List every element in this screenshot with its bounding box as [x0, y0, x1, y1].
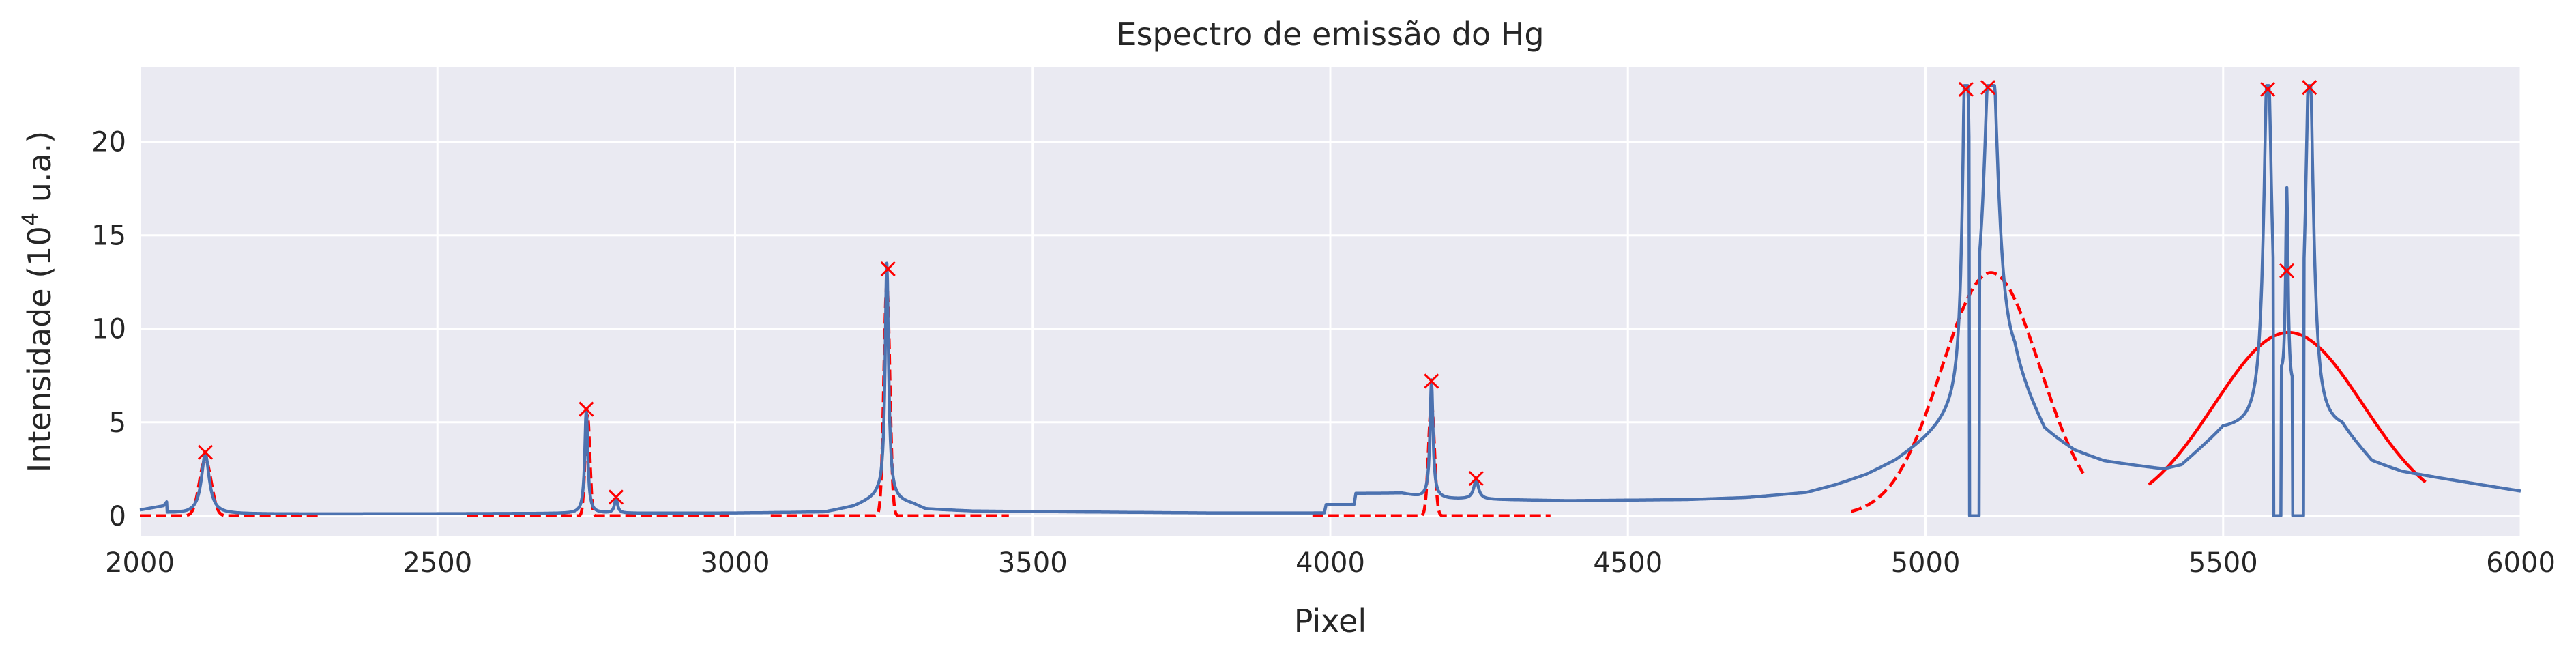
x-tick-label: 4500: [1593, 547, 1663, 579]
x-tick-label: 2500: [402, 547, 472, 579]
y-tick-label: 15: [91, 220, 126, 252]
y-axis-label-exponent: 4: [17, 212, 43, 226]
peak-marker: [608, 489, 624, 505]
gaussian-fit-curve: [467, 414, 729, 518]
peak-marker: [197, 444, 214, 460]
y-tick-label: 5: [109, 407, 126, 439]
y-axis-label-suffix: u.a.): [21, 131, 58, 212]
x-tick-label: 6000: [2486, 547, 2556, 579]
peak-marker: [1958, 81, 1974, 97]
y-tick-label: 0: [109, 501, 126, 532]
peak-marker: [2260, 81, 2276, 97]
peak-marker: [579, 401, 594, 417]
peak-markers: [197, 80, 2317, 505]
peak-marker: [880, 261, 896, 277]
x-tick-label: 5500: [2189, 547, 2258, 579]
peak-marker: [2302, 80, 2317, 96]
x-tick-label: 3500: [998, 547, 1068, 579]
peak-marker: [2279, 263, 2295, 278]
chart-title: Espectro de emissão do Hg: [1116, 16, 1544, 53]
x-axis-label: Pixel: [1294, 603, 1366, 639]
tick-labels: 2000 2500 3000 3500 4000 4500 5000 5500 6000 0 5 10…: [91, 127, 2556, 579]
peak-marker: [1424, 373, 1439, 389]
gaussian-fit-curve: [1850, 271, 2085, 513]
gaussian-fit-curve: [2148, 330, 2427, 486]
gaussian-fit-curve: [140, 458, 319, 518]
x-tick-label: 3000: [701, 547, 770, 579]
x-tick-label: 2000: [105, 547, 175, 579]
peak-marker: [1468, 470, 1484, 487]
y-axis-label: Intensidade (104 u.a.): [17, 131, 58, 472]
x-tick-label: 4000: [1296, 547, 1365, 579]
spectrum-series: [138, 84, 2522, 518]
peak-marker: [1980, 80, 1996, 96]
y-tick-label: 20: [91, 127, 126, 158]
x-tick-label: 5000: [1891, 547, 1961, 579]
y-axis-label-prefix: Intensidade (10: [21, 226, 58, 472]
y-tick-label: 10: [91, 314, 126, 345]
spectrum-line: [138, 84, 2522, 518]
